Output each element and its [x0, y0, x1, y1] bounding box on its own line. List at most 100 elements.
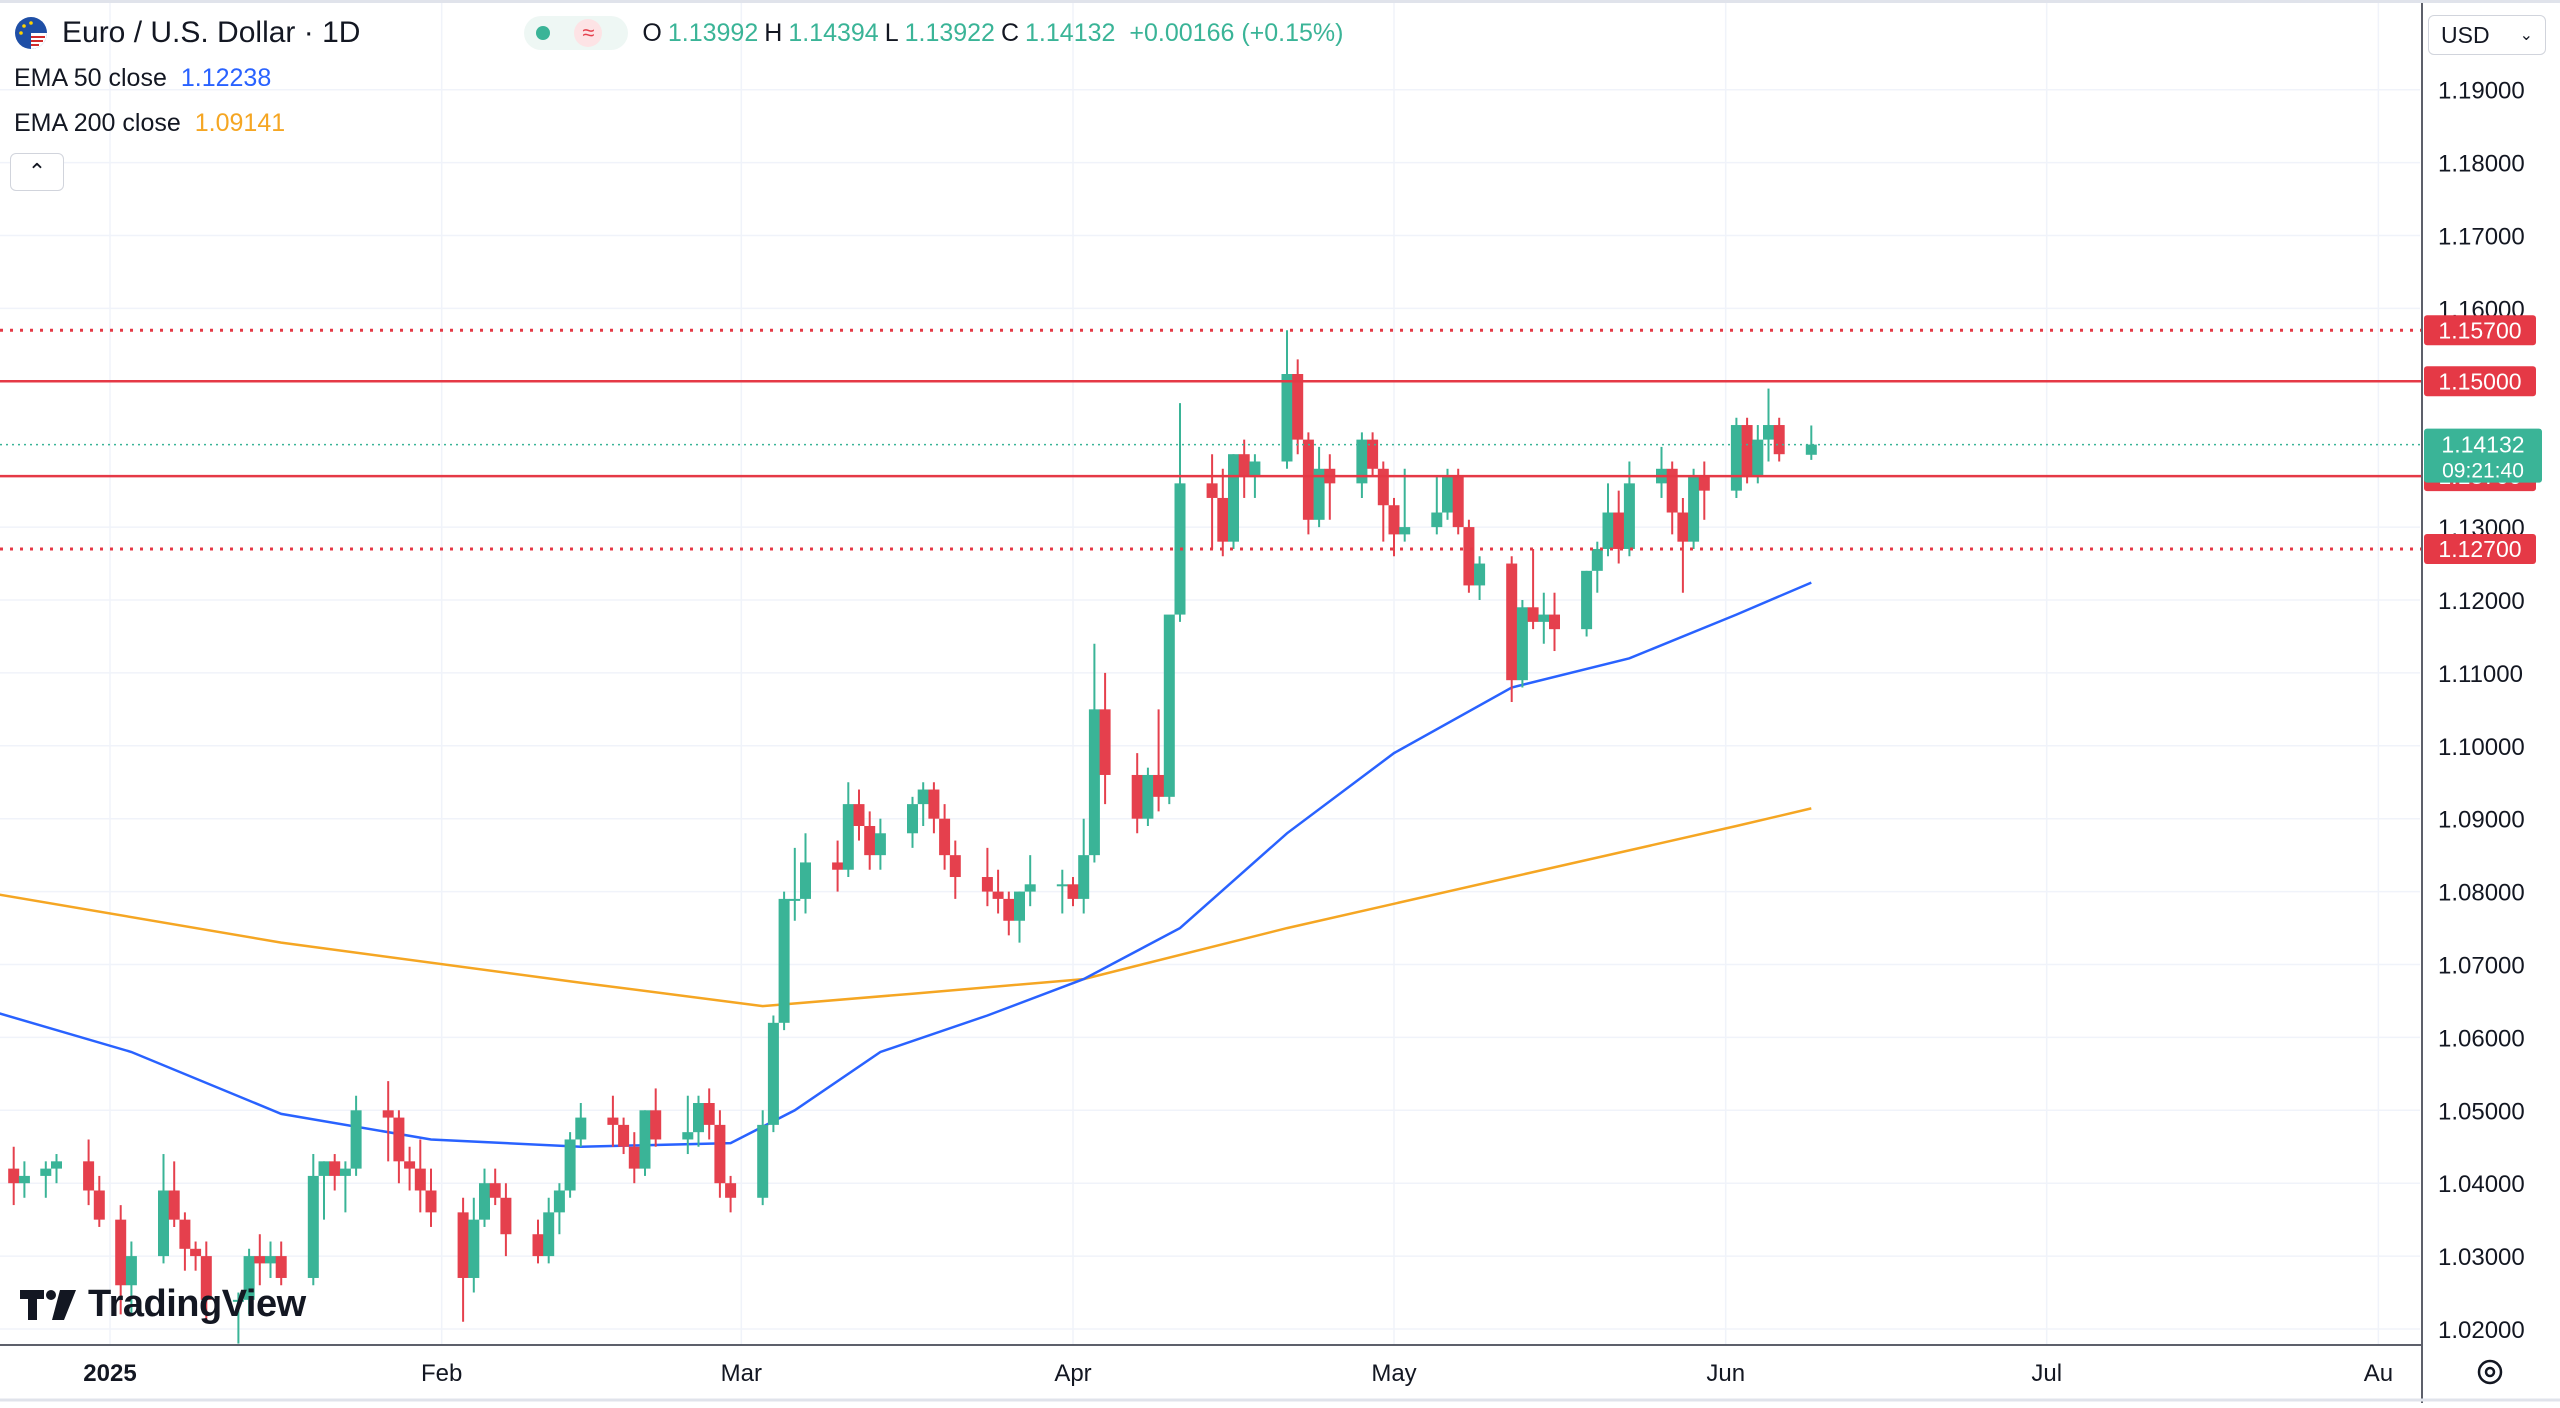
candle [1088, 643, 1100, 863]
candle [265, 1241, 276, 1278]
candle [457, 1197, 469, 1322]
last-price-box [2424, 428, 2542, 483]
candle-body [265, 1256, 276, 1264]
y-tick-label: 1.12000 [2438, 588, 2525, 615]
candle [1581, 570, 1593, 637]
level-label-box [2424, 366, 2536, 397]
candle-body [1217, 497, 1229, 542]
ema200-line [0, 807, 1812, 1008]
candle [318, 1161, 330, 1220]
candle-body [425, 1190, 437, 1213]
x-tick-label: 2025 [83, 1360, 136, 1387]
candle [778, 891, 790, 1031]
candle [1003, 891, 1015, 936]
candle [639, 1110, 651, 1176]
bar-countdown: 09:21:40 [2442, 460, 2524, 483]
candle [789, 847, 801, 921]
candle-body [853, 804, 865, 826]
candle [874, 818, 886, 870]
candle [500, 1183, 512, 1257]
candle-body [992, 891, 1004, 899]
candle [1324, 454, 1336, 520]
candle-body [543, 1212, 555, 1257]
candle [1367, 432, 1379, 477]
market-status-chip[interactable]: ≈ [524, 16, 629, 50]
candle [243, 1248, 255, 1315]
candle [1302, 432, 1314, 535]
candle [618, 1117, 630, 1155]
y-tick-label: 1.02000 [2438, 1317, 2525, 1344]
candle-body [757, 1124, 769, 1198]
candle-body [725, 1183, 737, 1198]
candle-body [1527, 607, 1539, 622]
candle-body [917, 789, 929, 805]
candle [1452, 468, 1464, 535]
candle-body [928, 789, 940, 819]
candle [307, 1154, 319, 1286]
y-tick-label: 1.03000 [2438, 1244, 2525, 1271]
ema50-legend[interactable]: EMA 50 close 1.12238 [14, 64, 285, 93]
candle-body [404, 1161, 416, 1169]
candle [190, 1241, 202, 1271]
candle [1313, 446, 1325, 528]
open-label: O [642, 18, 662, 47]
candle [907, 796, 918, 848]
candle [1677, 497, 1689, 593]
candle [18, 1161, 30, 1198]
candle-body [1666, 468, 1678, 513]
candle [981, 847, 993, 907]
change-value: +0.00166 (+0.15%) [1129, 18, 1344, 47]
candle [125, 1241, 137, 1315]
candle [425, 1168, 437, 1227]
candle-body [1463, 527, 1475, 586]
chevron-up-icon: ⌃ [27, 159, 47, 184]
candle [1399, 468, 1411, 542]
candle-body [800, 862, 811, 899]
candle [693, 1095, 704, 1147]
candle [179, 1212, 191, 1271]
ema200-legend[interactable]: EMA 200 close 1.09141 [14, 109, 299, 138]
symbol-title[interactable]: Euro / U.S. Dollar · 1D [62, 16, 361, 49]
candle-body [232, 1299, 244, 1302]
candle-body [1377, 468, 1389, 506]
candle [1773, 417, 1785, 462]
candle-body [1752, 439, 1764, 477]
candle-body [553, 1190, 565, 1213]
candle-body [125, 1256, 137, 1286]
gear-icon [2477, 1359, 2503, 1385]
tradingview-logo[interactable]: TradingView [20, 1283, 306, 1326]
candle [1238, 439, 1250, 498]
currency-select[interactable]: USD ⌄ [2428, 15, 2546, 55]
currency-value: USD [2441, 21, 2490, 48]
collapse-legend-button[interactable]: ⌃ [10, 153, 64, 191]
candle-body [1805, 444, 1817, 455]
candle-body [1099, 709, 1111, 775]
candle-body [532, 1234, 544, 1257]
candle [1698, 461, 1710, 520]
candle [714, 1110, 726, 1198]
level-label-box [2424, 315, 2536, 346]
candle-body [1549, 614, 1560, 630]
candle [564, 1132, 576, 1198]
tradingview-logo-text: TradingView [88, 1283, 306, 1325]
market-open-dot-icon [536, 26, 551, 40]
ema50-label: EMA 50 close [14, 64, 167, 92]
eurusd-flag-icon [14, 16, 48, 50]
candle [1538, 592, 1550, 644]
candle [917, 782, 929, 826]
candle [468, 1197, 480, 1293]
candle [158, 1154, 169, 1264]
candle-body [179, 1219, 191, 1249]
tradingview-mark-icon [20, 1289, 76, 1320]
settings-gear-button[interactable] [2470, 1352, 2510, 1392]
candle-body [168, 1190, 180, 1220]
close-label: C [1000, 18, 1020, 47]
low-value: 1.13922 [904, 18, 995, 47]
candle [928, 782, 940, 834]
candle [1591, 541, 1603, 593]
candle [1292, 359, 1304, 455]
candle [864, 811, 876, 870]
x-tick-label: May [1371, 1360, 1416, 1387]
